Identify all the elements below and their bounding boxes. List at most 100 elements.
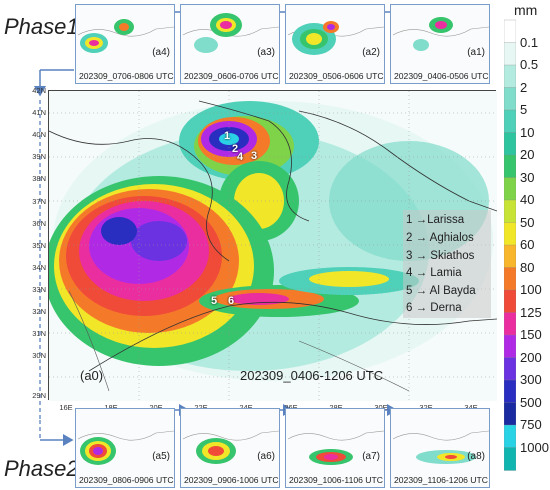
panel-a1-map [392, 17, 489, 51]
lat-tick: 29N [32, 391, 46, 400]
lon-tick: 18E [99, 403, 123, 412]
panel-a5: (a5) 202309_0806-0906 UTC [75, 408, 175, 488]
panel-a5-label: (a5) [152, 451, 170, 462]
lat-tick: 33N [32, 285, 46, 294]
lon-tick: 26E [279, 403, 303, 412]
legend-location-4: 4 → Lamia [406, 267, 462, 279]
colorbar-tick-label: 60 [520, 237, 535, 252]
lat-tick: 42N [32, 86, 46, 95]
colorbar-tick-label: 1000 [520, 439, 549, 455]
lon-tick: 24E [234, 403, 258, 412]
panel-a2-time: 202309_0506-0606 UTC [289, 71, 384, 81]
point-4: 4 [237, 151, 244, 163]
phase2-label: Phase2 [4, 456, 79, 481]
panel-a8-time: 202309_1106-1206 UTC [394, 475, 488, 485]
colorbar-segment [504, 379, 516, 404]
colorbar-segment [504, 244, 516, 269]
colorbar-segment [504, 42, 516, 66]
panel-a8: (a8) 202309_1106-1206 UTC [390, 408, 490, 488]
panel-a5-map [77, 430, 174, 465]
colorbar-segment [504, 424, 516, 449]
panel-a5-time: 202309_0806-0906 UTC [79, 475, 174, 485]
main-panel-time: 202309_0406-1206 UTC [240, 368, 384, 383]
colorbar [504, 19, 516, 471]
colorbar-tick-label: 5 [520, 102, 528, 117]
main-panel-label: (a0) [80, 368, 104, 383]
panel-a2-map [287, 21, 384, 55]
panel-a4-map [77, 19, 174, 53]
colorbar-tick-label: 200 [520, 349, 542, 365]
colorbar-segment [504, 289, 516, 314]
lat-tick: 35N [32, 241, 46, 250]
colorbar-segment [504, 357, 516, 381]
colorbar-segment [504, 177, 516, 201]
colorbar-tick-label: 500 [520, 394, 542, 410]
colorbar-segment [504, 64, 516, 89]
panel-a7-label: (a7) [362, 451, 380, 462]
colorbar-segment [504, 199, 516, 224]
lat-tick: 39N [32, 152, 46, 161]
legend-location-3: 3 → Skiathos [406, 250, 475, 262]
colorbar-tick-label: 30 [520, 169, 535, 185]
panel-a7-time: 202309_1006-1106 UTC [289, 475, 383, 485]
main-map-graphic [49, 91, 497, 401]
colorbar-tick-label: 0.5 [520, 57, 539, 72]
colorbar-segment [504, 87, 516, 111]
colorbar-tick-label: 125 [520, 304, 542, 320]
panel-a6-label: (a6) [257, 451, 275, 462]
panel-a1-label: (a1) [467, 47, 485, 58]
panel-a6-map [182, 430, 279, 464]
colorbar-segment [504, 154, 516, 179]
colorbar-segment [504, 19, 516, 44]
phase1-label: Phase1 [4, 14, 79, 39]
point-1: 1 [224, 130, 231, 142]
colorbar-tick-label: 40 [520, 192, 535, 207]
colorbar-unit: mm [514, 2, 538, 18]
lat-tick: 30N [32, 351, 46, 360]
panel-a3-time: 202309_0606-0706 UTC [184, 71, 279, 81]
panel-a3: (a3) 202309_0606-0706 UTC [180, 4, 280, 84]
panel-a3-label: (a3) [257, 47, 275, 58]
panel-a1: (a1) 202309_0406-0506 UTC [390, 4, 490, 84]
lat-tick: 38N [32, 174, 46, 183]
colorbar-tick-label: 2 [520, 79, 528, 95]
panel-a4-label: (a4) [152, 47, 170, 58]
lon-tick: 30E [369, 403, 393, 412]
legend-location-2: 2 → Aghialos [406, 232, 474, 244]
lat-tick: 36N [32, 219, 46, 228]
lat-tick: 40N [32, 130, 46, 139]
panel-a1-time: 202309_0406-0506 UTC [394, 71, 489, 81]
lat-tick: 34N [32, 263, 46, 272]
panel-a4: (a4) 202309_0706-0806 UTC [75, 4, 175, 84]
location-legend [403, 210, 491, 318]
panel-a6: (a6) 202309_0906-1006 UTC [180, 408, 280, 488]
point-2: 2 [232, 143, 239, 155]
legend-location-5: 5 → Al Bayda [406, 285, 476, 297]
colorbar-tick-label: 50 [520, 214, 535, 230]
legend-location-6: 6 → Derna [406, 302, 462, 314]
colorbar-segment [504, 222, 516, 246]
colorbar-segment [504, 402, 516, 426]
colorbar-tick-label: 750 [520, 417, 542, 432]
colorbar-tick-label: 300 [520, 372, 542, 387]
panel-a8-map [392, 430, 489, 464]
colorbar-tick-label: 0.1 [520, 34, 539, 50]
lon-tick: 22E [189, 403, 213, 412]
panel-a7-map [287, 430, 384, 465]
colorbar-segment [504, 312, 516, 336]
lon-tick: 16E [59, 403, 73, 412]
panel-a7: (a7) 202309_1006-1106 UTC [285, 408, 385, 488]
point-6: 6 [228, 295, 235, 307]
colorbar-tick-label: 150 [520, 327, 542, 342]
lat-tick: 32N [32, 307, 46, 316]
panel-a8-label: (a8) [467, 451, 485, 462]
colorbar-tick-label: 80 [520, 259, 535, 275]
colorbar-segment [504, 132, 516, 156]
lon-tick: 32E [414, 403, 438, 412]
colorbar-tick-label: 100 [520, 282, 542, 297]
colorbar-segment [504, 267, 516, 291]
colorbar-tick-label: 10 [520, 124, 535, 140]
colorbar-segment [504, 334, 516, 359]
colorbar-segment [504, 109, 516, 134]
lat-tick: 31N [32, 329, 46, 338]
